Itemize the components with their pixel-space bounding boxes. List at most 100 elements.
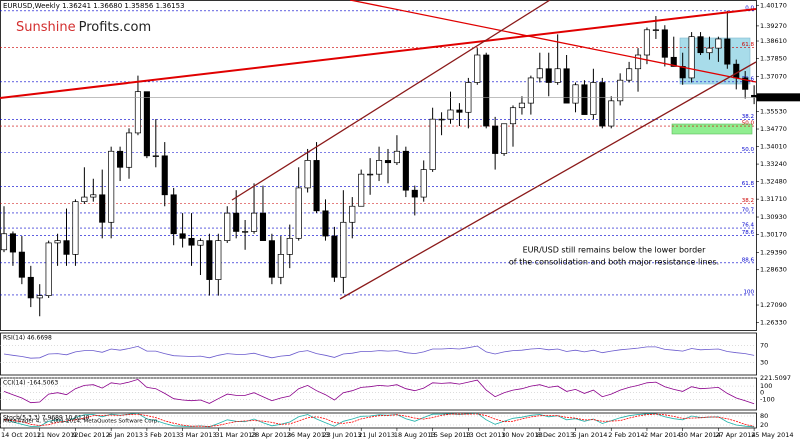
stoch-frame	[0, 412, 757, 429]
header: EURUSD,Weekly 1.36241 1.36680 1.35856 1.…	[3, 2, 185, 10]
annotation: EUR/USD still remains below the lower bo…	[523, 246, 706, 255]
candle-body	[438, 118, 445, 121]
candle-body	[108, 150, 115, 223]
resistance-line-2	[349, 0, 757, 83]
candle-body	[474, 54, 481, 83]
candle-body	[599, 82, 606, 127]
candle-body	[527, 77, 534, 104]
y-tick-label: 1.30170	[760, 230, 787, 238]
y-tick-label: 1.26330	[760, 318, 787, 326]
candle-body	[679, 66, 686, 79]
indicator-tick-label: 0	[760, 389, 764, 397]
candle-body	[134, 91, 142, 134]
indicator-tick-label: 100	[760, 382, 772, 390]
candle-body	[72, 201, 79, 255]
x-tick-label: 27 Apr 2014	[715, 431, 755, 439]
y-tick-label: 1.40170	[760, 1, 787, 9]
candle-body	[45, 242, 52, 296]
candle-body	[376, 160, 383, 175]
logo-part: Sunshine	[16, 20, 76, 35]
candle-body	[420, 169, 427, 198]
x-tick-label: 25 May 2014	[751, 431, 793, 439]
level-label: 78.6	[742, 230, 755, 236]
candle-body	[733, 63, 740, 79]
indicator-tick-label: 30	[760, 358, 768, 366]
level-label: 0.0	[745, 5, 754, 11]
candle-body	[447, 109, 454, 120]
x-tick-label: 21 Jul 2013	[358, 431, 395, 439]
x-tick-label: 31 Mar 2013	[215, 431, 256, 439]
candle-body	[340, 221, 347, 278]
x-tick-label: 14 Oct 2012	[1, 431, 41, 439]
indicator-tick-label: -100	[760, 395, 775, 403]
candle-body	[99, 194, 106, 223]
candle-body	[626, 68, 633, 81]
annotation: of the consolidation and both major resi…	[509, 258, 719, 267]
candle-body	[161, 155, 168, 196]
y-tick-label: 1.34770	[760, 125, 787, 133]
candle-body	[215, 240, 222, 280]
x-tick-label: 3 Feb 2013	[144, 431, 180, 439]
candle-body	[259, 212, 267, 241]
indicator-label: CCI(14) -164.5063	[3, 380, 58, 387]
x-tick-label: 13 Oct 2013	[465, 431, 505, 439]
y-tick-label: 1.34010	[760, 142, 787, 150]
y-tick-label: 1.33240	[760, 160, 787, 168]
logo: Sunshine Profits.com	[16, 20, 151, 35]
indicator-label: Stoch(5,3,3) 7.9689 10.6120	[3, 415, 90, 422]
candle-body	[277, 254, 284, 278]
candle-body	[411, 189, 418, 198]
x-tick-label: 2 Feb 2014	[608, 431, 644, 439]
y-tick-label: 1.31710	[760, 195, 787, 203]
candle-body	[581, 84, 588, 115]
candle-body	[250, 212, 258, 232]
y-tick-label: 1.27090	[760, 301, 787, 309]
candle-body	[295, 187, 302, 239]
indicator-tick-label: 80	[760, 412, 768, 420]
candle-body	[715, 38, 722, 49]
candle-body	[188, 237, 195, 246]
candle-body	[9, 233, 16, 253]
y-tick-label: 1.37070	[760, 72, 787, 80]
x-tick-label: 3 Mar 2013	[180, 431, 217, 439]
candle-body	[63, 240, 70, 255]
candle-body	[81, 196, 88, 203]
y-tick-label: 1.28630	[760, 266, 787, 274]
candle-body	[224, 212, 231, 241]
candle-body	[36, 295, 43, 299]
candle-body	[304, 160, 311, 189]
channel-lower	[339, 61, 757, 300]
level-label: 38.2	[742, 198, 754, 204]
indicator-label: RSI(14) 46.6698	[3, 335, 52, 342]
x-tick-label: 30 Mar 2014	[680, 431, 721, 439]
candle-body	[724, 38, 731, 65]
candles	[0, 10, 758, 317]
y-tick-label: 1.30930	[760, 213, 787, 221]
candle-body	[268, 240, 275, 278]
current-price-box	[757, 93, 800, 102]
level-label: 61.8	[742, 42, 755, 48]
candle-body	[367, 173, 374, 176]
candle-body	[54, 240, 61, 244]
indicator-tick-label: 221.5097	[760, 374, 791, 382]
x-tick-label: 9 Dec 2012	[72, 431, 109, 439]
candle-body	[706, 47, 713, 54]
candle-body	[331, 235, 338, 278]
candle-body	[545, 68, 552, 83]
candle-body	[384, 160, 392, 164]
candle-body	[483, 54, 490, 127]
main-frame	[0, 0, 757, 331]
candle-body	[634, 54, 642, 70]
current-price-label: 1.36153	[760, 93, 787, 101]
candle-body	[554, 68, 561, 83]
y-tick-label: 1.32480	[760, 178, 787, 186]
x-tick-label: 6 Jan 2013	[108, 431, 143, 439]
candle-body	[518, 102, 525, 109]
candle-body	[349, 205, 356, 223]
candle-body	[117, 150, 124, 168]
x-tick-label: 26 May 2013	[287, 431, 329, 439]
candle-body	[242, 231, 249, 233]
